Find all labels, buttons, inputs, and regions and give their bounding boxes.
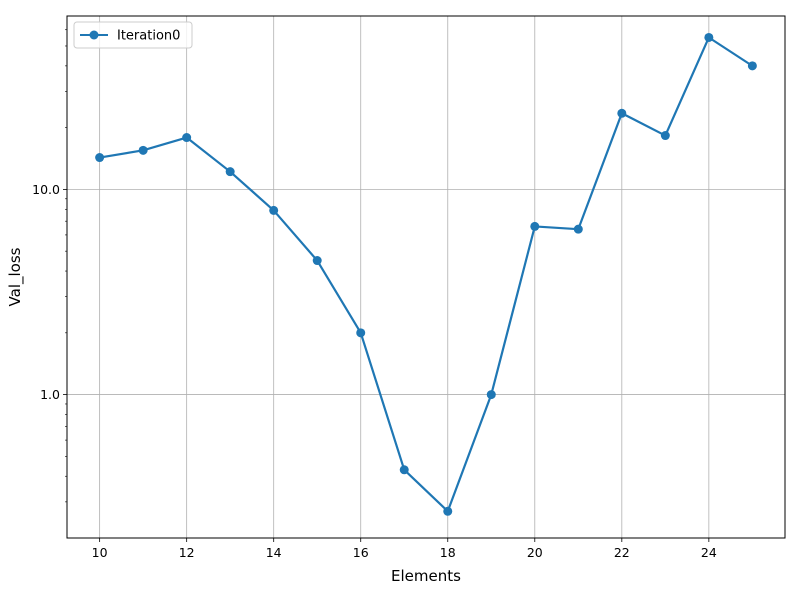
x-tick-label: 10 — [92, 545, 108, 560]
axis-ticks: 10 12 14 16 18 20 22 24 1.0 10.0 — [32, 29, 717, 560]
legend-marker-sample — [89, 30, 99, 40]
x-tick-label: 18 — [440, 545, 456, 560]
data-point — [138, 145, 148, 155]
grid — [67, 16, 785, 538]
data-point — [269, 205, 279, 215]
data-point — [573, 224, 583, 234]
x-tick-label: 20 — [527, 545, 543, 560]
data-point — [399, 465, 409, 475]
data-point — [182, 133, 192, 143]
x-tick-label: 14 — [266, 545, 282, 560]
data-point — [312, 256, 322, 266]
x-tick-label: 16 — [353, 545, 369, 560]
data-point — [530, 221, 540, 231]
data-point — [747, 61, 757, 71]
data-point — [95, 153, 105, 163]
series-line — [99, 36, 753, 513]
y-axis-label: Val_loss — [6, 247, 25, 306]
data-point — [225, 167, 235, 177]
data-point — [704, 32, 714, 42]
data-point — [617, 108, 627, 118]
legend-box — [73, 21, 193, 49]
x-axis-label: Elements — [391, 567, 461, 585]
data-point — [486, 390, 496, 400]
data-point — [443, 506, 453, 516]
data-point — [660, 131, 670, 141]
plot-series — [95, 32, 757, 516]
x-tick-label: 24 — [701, 545, 717, 560]
y-tick-label: 1.0 — [40, 387, 60, 402]
legend: Iteration0 — [73, 21, 193, 49]
plot-frame — [66, 15, 786, 539]
x-tick-label: 12 — [179, 545, 195, 560]
x-tick-label: 22 — [614, 545, 630, 560]
legend-entry-label: Iteration0 — [117, 29, 180, 44]
y-tick-label: 10.0 — [32, 182, 60, 197]
data-point — [356, 328, 366, 338]
